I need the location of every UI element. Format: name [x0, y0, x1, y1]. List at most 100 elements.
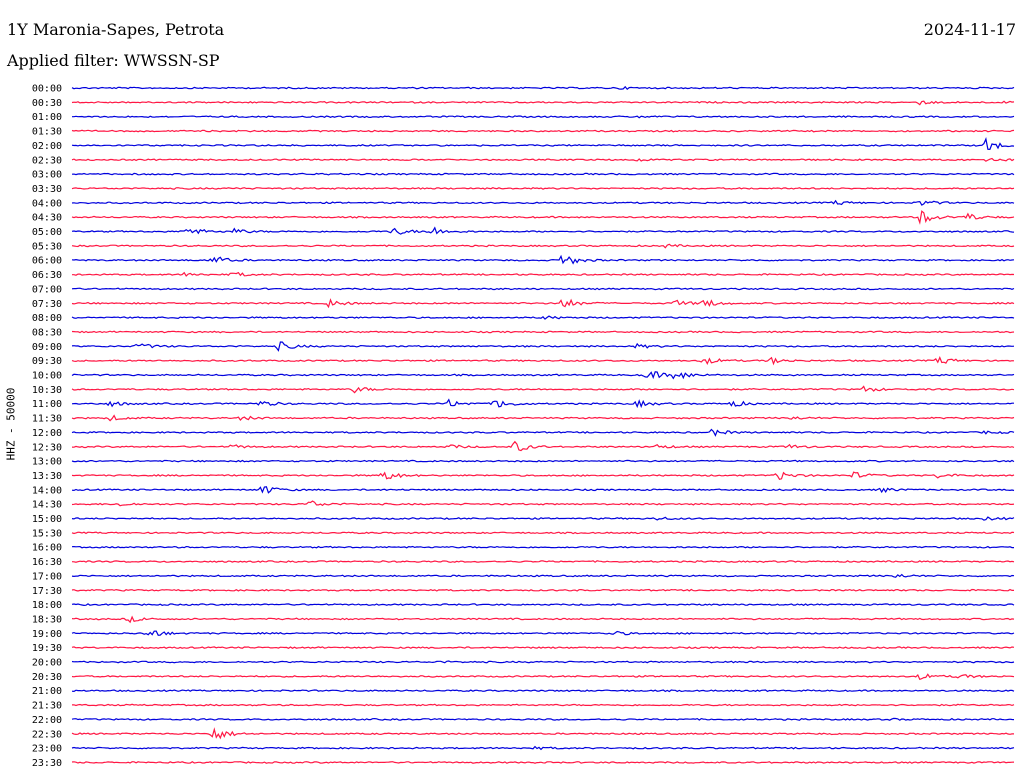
seismic-trace — [71, 414, 1015, 422]
time-tick-label: 04:00 — [32, 198, 62, 209]
time-tick-label: 02:30 — [32, 155, 62, 166]
time-tick-label: 01:00 — [32, 112, 62, 123]
seismic-trace — [71, 85, 1015, 91]
time-tick-label: 17:00 — [32, 571, 62, 582]
time-tick-label: 22:30 — [32, 729, 62, 740]
time-tick-label: 16:00 — [32, 543, 62, 554]
seismic-trace — [71, 459, 1015, 463]
time-tick-label: 09:00 — [32, 342, 62, 353]
plot-date: 2024-11-17 — [923, 20, 1016, 39]
seismic-trace — [71, 210, 1015, 225]
seismic-trace — [72, 271, 1015, 277]
seismic-trace — [71, 727, 1014, 740]
seismic-trace — [71, 440, 1015, 452]
seismic-trace — [71, 660, 1015, 664]
seismic-trace — [71, 243, 1015, 249]
time-tick-label: 21:00 — [32, 686, 62, 697]
time-tick-label: 21:30 — [32, 701, 62, 712]
seismic-trace — [71, 516, 1015, 521]
seismic-trace — [71, 371, 1015, 380]
time-tick-label: 07:00 — [32, 284, 62, 295]
seismic-trace — [71, 615, 1015, 624]
time-tick-label: 10:00 — [32, 371, 62, 382]
seismic-trace — [71, 745, 1015, 751]
station-title: 1Y Maronia-Sapes, Petrota — [7, 20, 225, 39]
time-tick-label: 11:00 — [32, 399, 62, 410]
seismic-trace — [71, 531, 1015, 535]
time-tick-label: 11:30 — [32, 414, 62, 425]
seismic-trace — [71, 136, 1015, 151]
seismic-trace — [71, 172, 1015, 176]
seismic-trace — [71, 226, 1015, 235]
time-tick-label: 05:00 — [32, 227, 62, 238]
time-tick-label: 20:30 — [32, 672, 62, 683]
time-tick-label: 13:30 — [32, 471, 62, 482]
time-tick-label: 05:30 — [32, 241, 62, 252]
seismic-trace — [71, 356, 1015, 366]
seismic-trace — [71, 341, 1015, 352]
seismic-trace — [71, 315, 1015, 320]
time-tick-label: 06:30 — [32, 270, 62, 281]
seismic-trace — [71, 560, 1015, 563]
time-tick-label: 01:30 — [32, 127, 62, 138]
time-tick-label: 20:00 — [32, 658, 62, 669]
time-tick-label: 23:30 — [32, 758, 62, 769]
time-tick-label: 14:30 — [32, 500, 62, 511]
seismic-trace — [72, 115, 1015, 119]
seismic-trace — [71, 187, 1015, 190]
time-tick-label: 18:30 — [32, 614, 62, 625]
time-tick-label: 12:00 — [32, 428, 62, 439]
seismic-trace — [71, 486, 1015, 494]
seismic-trace — [71, 157, 1015, 162]
seismic-trace — [71, 588, 1014, 592]
seismic-trace — [71, 760, 1015, 764]
seismic-trace — [71, 100, 1015, 106]
time-tick-label: 04:30 — [32, 213, 62, 224]
time-tick-label: 14:00 — [32, 485, 62, 496]
time-tick-label: 15:30 — [32, 528, 62, 539]
time-tick-label: 09:30 — [32, 356, 62, 367]
time-tick-label: 10:30 — [32, 385, 62, 396]
seismic-trace — [71, 199, 1015, 206]
time-tick-label: 16:30 — [32, 557, 62, 568]
time-tick-label: 00:30 — [32, 98, 62, 109]
seismic-trace — [71, 717, 1015, 721]
seismic-trace — [71, 129, 1015, 133]
seismic-trace — [71, 471, 1015, 480]
seismic-trace — [71, 330, 1015, 334]
seismic-trace — [71, 573, 1015, 578]
filter-value: WWSSN-SP — [123, 51, 220, 70]
time-tick-label: 23:00 — [32, 744, 62, 755]
time-tick-label: 08:30 — [32, 327, 62, 338]
seismic-trace — [71, 428, 1015, 437]
time-tick-label: 02:00 — [32, 141, 62, 152]
filter-label: Applied filter: — [7, 51, 119, 70]
seismic-trace — [71, 646, 1015, 650]
seismic-trace — [71, 545, 1014, 549]
time-tick-label: 06:00 — [32, 256, 62, 267]
time-tick-label: 12:30 — [32, 442, 62, 453]
time-tick-label: 13:00 — [32, 457, 62, 468]
seismic-trace — [71, 603, 1015, 607]
seismic-trace — [71, 630, 1015, 636]
time-tick-label: 08:00 — [32, 313, 62, 324]
time-tick-label: 15:00 — [32, 514, 62, 525]
filter-line: Applied filter: WWSSN-SP — [7, 51, 220, 70]
seismic-trace — [71, 673, 1015, 681]
time-tick-label: 00:00 — [32, 84, 62, 95]
time-tick-label: 03:00 — [32, 170, 62, 181]
seismic-trace — [71, 398, 1014, 409]
seismic-trace — [71, 703, 1015, 707]
seismic-trace — [71, 689, 1015, 693]
time-tick-label: 19:30 — [32, 643, 62, 654]
time-tick-label: 22:00 — [32, 715, 62, 726]
time-tick-label: 18:00 — [32, 600, 62, 611]
seismic-trace — [71, 254, 1015, 265]
seismic-trace — [71, 385, 1015, 394]
time-tick-label: 17:30 — [32, 586, 62, 597]
time-tick-label: 19:00 — [32, 629, 62, 640]
time-tick-label: 03:30 — [32, 184, 62, 195]
seismic-trace — [71, 287, 1015, 291]
seismic-trace — [71, 298, 1015, 309]
